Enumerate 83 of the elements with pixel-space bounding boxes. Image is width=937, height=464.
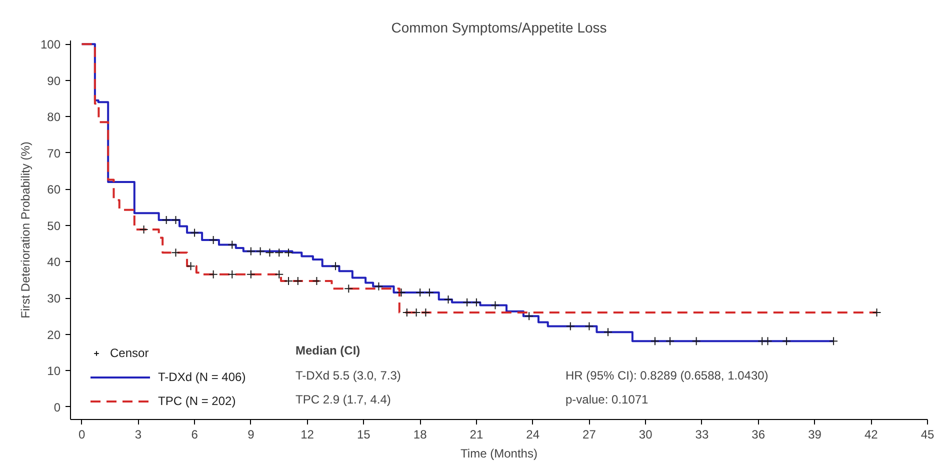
point <box>666 336 675 346</box>
point <box>402 308 412 318</box>
point <box>412 308 421 318</box>
point <box>190 228 200 238</box>
point <box>462 298 472 307</box>
y-tick-label: 10 <box>47 364 61 378</box>
y-axis-title: First Deterioration Probability (%) <box>18 142 32 318</box>
point <box>265 248 274 258</box>
y-tick-label: 90 <box>47 74 61 88</box>
chart-title: Common Symptoms/Appetite Loss <box>391 20 607 36</box>
x-tick-label: 39 <box>808 428 822 442</box>
annotation: TPC 2.9 (1.7, 4.4) <box>296 392 391 406</box>
point <box>139 224 148 234</box>
point <box>692 336 701 346</box>
legend-label: Censor <box>110 346 149 360</box>
y-tick-label: 0 <box>54 400 61 414</box>
point <box>490 300 500 310</box>
point <box>256 246 265 256</box>
point <box>330 262 340 271</box>
annotation: Median (CI) <box>296 344 360 358</box>
point <box>584 322 594 331</box>
point <box>416 288 425 298</box>
point <box>284 248 294 258</box>
legend-label: T-DXd (N = 406) <box>158 370 246 384</box>
point <box>228 270 237 279</box>
x-tick-label: 45 <box>920 428 934 442</box>
point <box>421 308 430 318</box>
x-tick-label: 21 <box>470 428 484 442</box>
point <box>872 308 882 318</box>
point <box>284 276 294 286</box>
point <box>396 288 406 298</box>
x-tick-label: 6 <box>191 428 198 442</box>
point <box>162 216 171 225</box>
x-tick-label: 12 <box>300 428 314 442</box>
x-tick-label: 18 <box>413 428 428 442</box>
x-tick-label: 0 <box>78 428 86 442</box>
point <box>246 246 256 256</box>
annotation: T-DXd 5.5 (3.0, 7.3) <box>296 368 401 382</box>
y-tick-label: 100 <box>40 38 61 52</box>
point <box>763 336 772 346</box>
legend-label: TPC (N = 202) <box>158 394 236 408</box>
point <box>829 336 838 346</box>
x-tick-label: 30 <box>638 428 653 442</box>
x-axis-title: Time (Months) <box>460 446 538 460</box>
point <box>566 322 575 331</box>
point <box>782 336 792 346</box>
x-tick-label: 27 <box>582 428 596 442</box>
y-tick-label: 20 <box>47 328 61 342</box>
y-tick-label: 60 <box>47 182 61 197</box>
point <box>344 284 354 294</box>
point <box>472 298 481 307</box>
y-tick-label: 30 <box>47 292 61 306</box>
point <box>758 336 767 346</box>
annotation: HR (95% CI): 0.8289 (0.6588, 1.0430) <box>566 368 768 382</box>
y-tick-label: 80 <box>47 110 61 124</box>
point <box>274 248 284 258</box>
point <box>312 276 322 286</box>
point <box>424 288 434 298</box>
x-tick-label: 33 <box>695 428 709 442</box>
point <box>246 270 256 279</box>
point <box>374 282 384 291</box>
x-tick-label: 24 <box>526 428 540 442</box>
point <box>208 270 218 279</box>
y-tick-label: 50 <box>47 218 61 233</box>
point <box>524 312 534 321</box>
annotation: p-value: 0.1071 <box>566 392 649 406</box>
point <box>208 235 218 244</box>
x-tick-label: 36 <box>752 428 766 442</box>
point <box>650 336 660 346</box>
point <box>171 248 180 258</box>
x-tick-label: 3 <box>134 428 142 442</box>
point <box>274 270 284 279</box>
x-tick-label: 9 <box>248 428 255 442</box>
x-tick-label: 15 <box>357 428 371 442</box>
point <box>444 294 453 304</box>
point <box>604 328 613 337</box>
y-tick-label: 70 <box>47 146 61 160</box>
y-tick-label: 40 <box>47 255 61 270</box>
point <box>228 240 237 250</box>
point <box>186 262 196 271</box>
point <box>293 276 302 286</box>
point <box>171 216 180 225</box>
x-tick-label: 42 <box>864 428 878 442</box>
